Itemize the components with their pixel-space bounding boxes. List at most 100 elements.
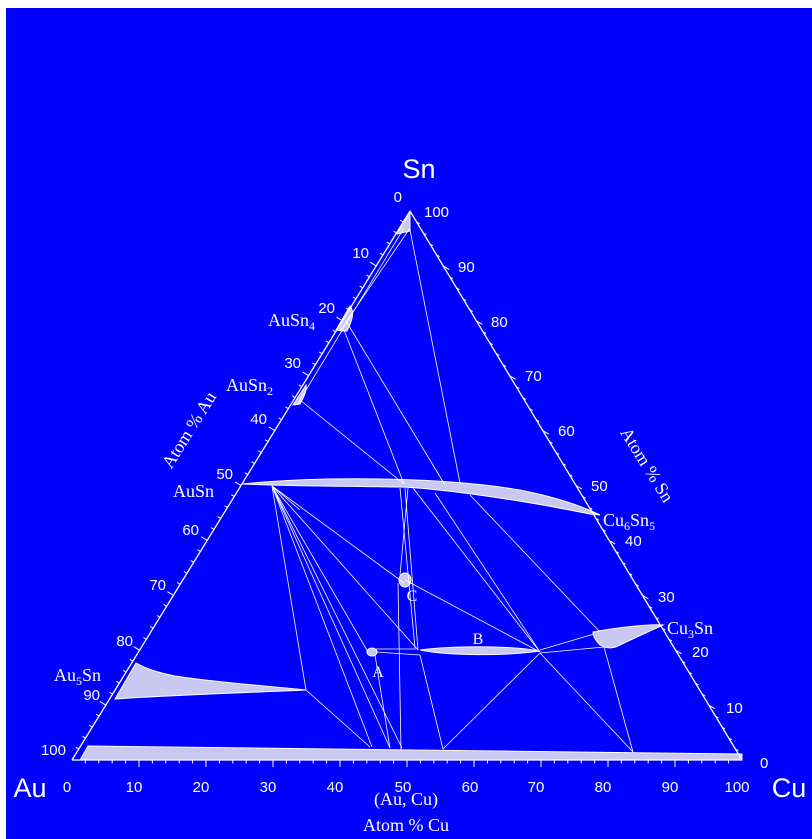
- right-tick: [462, 298, 467, 302]
- phase-label-cu6sn5: Cu6Sn5: [603, 510, 655, 533]
- tick-marks: [75, 219, 739, 767]
- right-tick: [423, 232, 427, 236]
- left-tick: [244, 472, 249, 475]
- left-tick-labels: 0 10 20 30 40 50 60 70 80 90 100: [41, 189, 402, 759]
- left-tick: [197, 549, 201, 552]
- left-tick: [99, 701, 107, 706]
- bottom-tick-label: 70: [528, 779, 545, 796]
- left-tick: [379, 252, 384, 256]
- left-tick-label: 10: [352, 245, 369, 262]
- left-tick: [122, 669, 127, 673]
- tie-lines: [271, 227, 634, 753]
- right-tick: [575, 485, 583, 490]
- right-tick-label: 60: [558, 423, 575, 440]
- right-tick-label: 10: [726, 700, 743, 717]
- ausn2-region: [291, 383, 307, 406]
- corner-label-sn: Sn: [402, 154, 435, 184]
- phase-regions: [79, 210, 743, 761]
- right-tick: [681, 660, 686, 664]
- tie-line: [271, 485, 373, 748]
- left-tick: [167, 591, 174, 596]
- point-label-c: C: [407, 588, 418, 605]
- right-tick: [708, 704, 716, 710]
- tie-line: [271, 485, 405, 584]
- diagram-panel: Sn Au Cu 0 10 20 30 40 50 60 70 80 90 10…: [6, 8, 812, 839]
- left-tick: [143, 636, 147, 640]
- left-tick: [210, 527, 215, 530]
- right-tick: [555, 452, 560, 455]
- left-tick: [366, 274, 370, 278]
- right-tick-label: 50: [591, 478, 608, 495]
- bottom-tick-label: 30: [260, 779, 277, 796]
- right-tick-labels: 0 10 20 30 40 50 60 70 80 90 100: [424, 204, 768, 772]
- bottom-tick-label: 60: [462, 779, 479, 796]
- left-tick: [217, 516, 221, 519]
- left-tick: [82, 735, 86, 739]
- bottom-tick-label: 50: [395, 779, 412, 796]
- right-tick: [662, 627, 666, 631]
- axis-title-left: Atom % Au: [158, 388, 221, 472]
- tie-line: [399, 487, 409, 576]
- tie-line: [404, 487, 419, 651]
- left-tick-label: 30: [284, 355, 301, 372]
- right-tick-label: 20: [692, 644, 709, 661]
- left-tick: [399, 219, 404, 223]
- bottom-tick-label: 90: [662, 779, 679, 796]
- right-tick: [529, 408, 533, 411]
- tie-line: [271, 485, 307, 691]
- corner-label-au: Au: [13, 773, 46, 803]
- right-tick: [642, 594, 649, 600]
- left-tick: [190, 560, 194, 563]
- tie-line: [343, 329, 405, 485]
- right-tick-label: 30: [658, 589, 675, 606]
- right-tick: [615, 550, 620, 554]
- right-tick: [515, 386, 520, 389]
- left-tick: [369, 261, 377, 267]
- right-tick: [542, 430, 550, 435]
- left-tick-label: 40: [250, 411, 267, 428]
- left-tick: [116, 680, 120, 684]
- bottom-tick-labels: 0 10 20 30 40 50 60 70 80 90 100: [63, 779, 750, 796]
- tie-line: [397, 582, 402, 751]
- left-tick: [156, 614, 161, 618]
- tie-line: [299, 399, 405, 485]
- right-tick: [735, 748, 739, 752]
- right-tick-label: 100: [424, 204, 449, 221]
- axis-title-right: Atom % Sn: [616, 424, 677, 506]
- right-tick: [522, 397, 527, 400]
- tie-line: [271, 485, 369, 653]
- right-tick: [628, 572, 633, 576]
- right-tick: [502, 364, 507, 367]
- left-tick: [352, 296, 357, 300]
- left-tick: [183, 571, 188, 574]
- tie-line: [271, 485, 419, 651]
- right-tick: [695, 682, 699, 686]
- right-tick: [482, 331, 487, 335]
- right-tick: [562, 463, 566, 466]
- tie-line: [469, 494, 601, 633]
- right-tick: [509, 375, 516, 380]
- left-tick: [230, 494, 235, 497]
- right-tick: [436, 254, 440, 258]
- left-tick: [264, 439, 269, 443]
- point-label-a: A: [372, 664, 384, 681]
- corner-labels: Sn Au Cu: [13, 154, 806, 803]
- corner-label-cu: Cu: [772, 773, 807, 803]
- right-tick: [608, 539, 616, 545]
- right-tick: [715, 715, 719, 719]
- right-tick-label: 90: [458, 259, 475, 276]
- left-tick: [278, 417, 282, 421]
- phase-label-ausn: AuSn: [173, 481, 214, 501]
- right-tick: [701, 693, 706, 697]
- tie-line: [345, 320, 446, 486]
- tie-line: [409, 229, 461, 484]
- right-tick: [496, 353, 500, 356]
- phase-label-ausn4: AuSn4: [268, 310, 315, 333]
- right-tick: [668, 638, 673, 642]
- au-cu-solid-solution-band: [79, 745, 743, 761]
- right-tick: [549, 441, 553, 444]
- phase-a-region: [366, 647, 378, 657]
- tie-line: [296, 399, 301, 406]
- tie-line: [271, 485, 391, 749]
- left-tick: [109, 691, 113, 695]
